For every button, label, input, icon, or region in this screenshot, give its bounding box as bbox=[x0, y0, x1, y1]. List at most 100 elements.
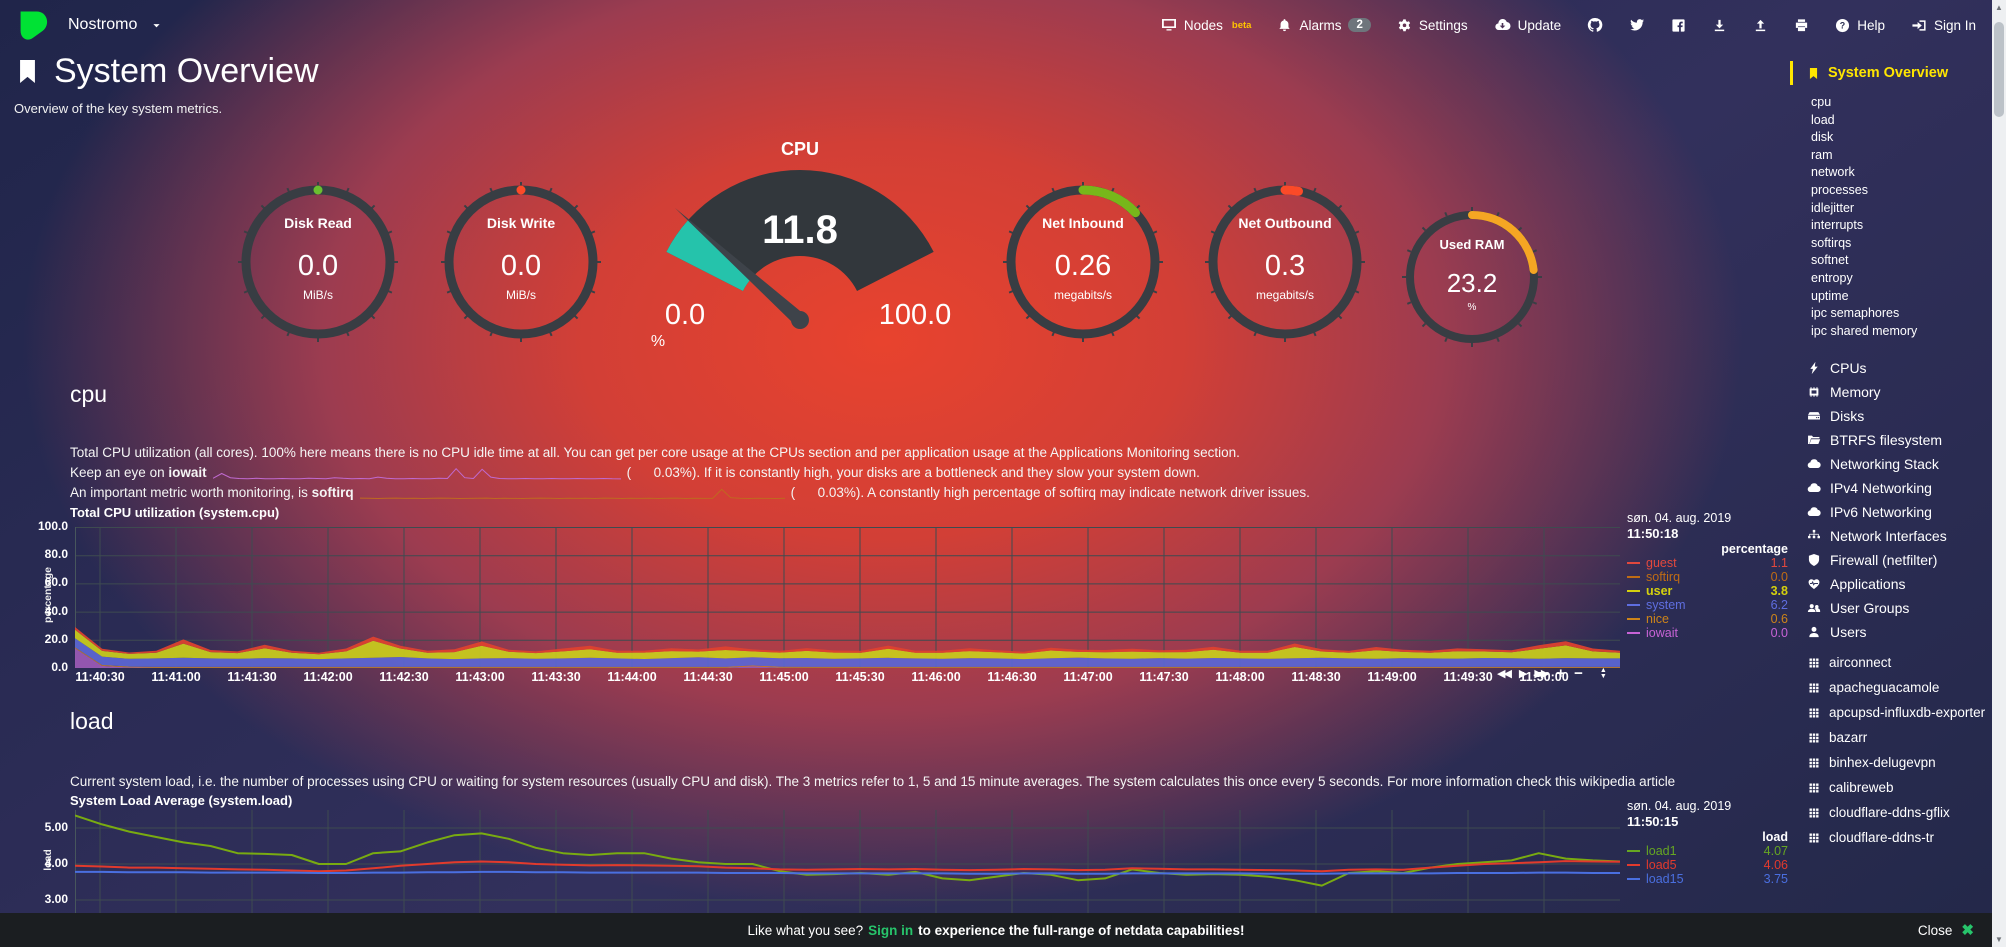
rewind-button[interactable]: ◀◀ bbox=[1497, 668, 1512, 680]
sidebar-item-bazarr[interactable]: bazarr bbox=[1790, 725, 1992, 750]
netdata-logo[interactable] bbox=[16, 7, 54, 43]
sidebar-subitem-softirqs[interactable]: softirqs bbox=[1811, 235, 1852, 250]
sidebar-subitem-entropy[interactable]: entropy bbox=[1811, 270, 1853, 285]
sidebar-item-binhex-delugevpn[interactable]: binhex-delugevpn bbox=[1790, 750, 1992, 775]
sidebar-item-user-groups[interactable]: User Groups bbox=[1790, 596, 1992, 620]
load-section-description[interactable]: Current system load, i.e. the number of … bbox=[70, 774, 1676, 789]
sidebar-item-ipv6-networking[interactable]: IPv6 Networking bbox=[1790, 500, 1992, 524]
nav-settings[interactable]: Settings bbox=[1397, 18, 1468, 33]
x-axis-tick: 11:49:00 bbox=[1367, 670, 1417, 684]
sidebar-subitem-idlejitter[interactable]: idlejitter bbox=[1811, 200, 1855, 215]
banner-signin-link[interactable]: Sign in bbox=[868, 922, 914, 938]
sidebar-item-ipv4-networking[interactable]: IPv4 Networking bbox=[1790, 476, 1992, 500]
export-button[interactable] bbox=[1712, 18, 1727, 33]
grid-icon bbox=[1808, 732, 1820, 744]
gauge-value: 0.26 bbox=[1054, 250, 1112, 282]
sidebar-subitem-processes[interactable]: processes bbox=[1811, 182, 1868, 197]
nav-help[interactable]: Help bbox=[1835, 18, 1885, 33]
gauge-unit: % bbox=[1467, 302, 1477, 313]
legend-item-load15[interactable]: load15 bbox=[1646, 872, 1684, 886]
legend-item-user[interactable]: user bbox=[1646, 584, 1673, 598]
gauge-disk-read[interactable]: Disk Read 0.0 MiB/s bbox=[229, 173, 407, 351]
nav-signin[interactable]: Sign In bbox=[1911, 18, 1976, 33]
sidebar-item-networking-stack[interactable]: Networking Stack bbox=[1790, 452, 1992, 476]
sidebar-subitem-cpu[interactable]: cpu bbox=[1811, 95, 1832, 109]
cpu-plot-area[interactable] bbox=[75, 527, 1620, 668]
close-button[interactable]: Close ✖ bbox=[1917, 922, 1974, 939]
zoomin-button[interactable]: + bbox=[1556, 665, 1566, 682]
import-button[interactable] bbox=[1753, 18, 1768, 33]
sidebar-item-system-overview[interactable]: System Overview bbox=[1790, 61, 1992, 85]
scrollbar-thumb[interactable] bbox=[1994, 22, 2004, 117]
x-axis-tick: 11:44:30 bbox=[683, 670, 733, 684]
sidebar-item-airconnect[interactable]: airconnect bbox=[1790, 650, 1992, 675]
facebook-button[interactable] bbox=[1671, 18, 1686, 33]
sidebar-item-memory[interactable]: Memory bbox=[1790, 380, 1992, 404]
sidebar-item-applications[interactable]: Applications bbox=[1790, 572, 1992, 596]
update-label: Update bbox=[1517, 17, 1562, 33]
sidebar-item-disks[interactable]: Disks bbox=[1790, 404, 1992, 428]
x-axis-tick: 11:41:30 bbox=[227, 670, 277, 684]
legend-item-load5[interactable]: load5 bbox=[1646, 858, 1677, 872]
sidebar-item-apcupsd-influxdb-exporter[interactable]: apcupsd-influxdb-exporter bbox=[1790, 700, 1992, 725]
scroll-down-arrow[interactable]: ▼ bbox=[1995, 935, 2003, 944]
gauge-cpu[interactable]: CPU 11.8 0.0 100.0% bbox=[640, 140, 960, 352]
sidebar-subitem-interrupts[interactable]: interrupts bbox=[1811, 218, 1864, 233]
gauge-used-ram[interactable]: Used RAM 23.2% bbox=[1399, 204, 1545, 350]
sidebar-subitem-ipc-shared-memory[interactable]: ipc shared memory bbox=[1811, 323, 1918, 338]
sidebar-item-cloudflare-ddns-tr[interactable]: cloudflare-ddns-tr bbox=[1790, 825, 1992, 850]
gauge-disk-write[interactable]: Disk Write 0.0 MiB/s bbox=[432, 173, 610, 351]
sidebar-subitem-disk[interactable]: disk bbox=[1811, 130, 1834, 145]
legend-value-guest: 1.1 bbox=[1770, 556, 1788, 570]
sidebar-subitem-ram[interactable]: ram bbox=[1811, 147, 1833, 162]
sidebar-item-network-interfaces[interactable]: Network Interfaces bbox=[1790, 524, 1992, 548]
fastforward-button[interactable]: ▶▶ bbox=[1534, 668, 1549, 680]
legend-item-load1[interactable]: load1 bbox=[1646, 844, 1677, 858]
legend-item-nice[interactable]: nice bbox=[1646, 612, 1669, 626]
cpu-desc-line2: Keep an eye on iowait( 0.03%). If it is … bbox=[70, 465, 1200, 480]
github-button[interactable] bbox=[1587, 17, 1603, 33]
load-plot-area[interactable] bbox=[75, 810, 1620, 913]
sidebar: System Overview cpu load disk ram network proc… bbox=[1790, 55, 1992, 913]
close-icon: ✖ bbox=[1961, 922, 1974, 939]
zoomout-button[interactable]: − bbox=[1574, 665, 1583, 682]
sidebar-item-firewall-netfilter-[interactable]: Firewall (netfilter) bbox=[1790, 548, 1992, 572]
nodes-label: Nodes bbox=[1183, 17, 1223, 33]
question-circle-icon bbox=[1835, 18, 1850, 33]
sidebar-item-calibreweb[interactable]: calibreweb bbox=[1790, 775, 1992, 800]
twitter-button[interactable] bbox=[1629, 17, 1645, 33]
nav-update[interactable]: Update bbox=[1494, 17, 1562, 33]
print-button[interactable] bbox=[1794, 18, 1809, 33]
hostname-dropdown[interactable]: Nostromo bbox=[68, 16, 138, 33]
beta-badge: beta bbox=[1231, 19, 1252, 31]
resize-handle[interactable]: ▲ ▼ bbox=[1599, 666, 1607, 680]
gauge-net-inbound[interactable]: Net Inbound 0.26 megabits/s bbox=[994, 173, 1172, 351]
gauge-unit: megabits/s bbox=[1053, 288, 1113, 302]
nav-alarms[interactable]: Alarms 2 bbox=[1277, 18, 1371, 33]
nav-nodes[interactable]: Nodes beta bbox=[1161, 17, 1252, 33]
sidebar-item-btrfs-filesystem[interactable]: BTRFS filesystem bbox=[1790, 428, 1992, 452]
sidebar-item-cpus[interactable]: CPUs bbox=[1790, 356, 1992, 380]
legend-dash bbox=[1627, 632, 1640, 634]
sidebar-subitem-network[interactable]: network bbox=[1811, 165, 1855, 180]
caret-down-icon[interactable] bbox=[151, 20, 162, 31]
legend-item-iowait[interactable]: iowait bbox=[1646, 626, 1678, 640]
play-button[interactable]: ▶ bbox=[1518, 668, 1528, 680]
legend-item-guest[interactable]: guest bbox=[1646, 556, 1677, 570]
sidebar-subitem-softnet[interactable]: softnet bbox=[1811, 253, 1849, 268]
x-axis-tick: 11:46:00 bbox=[911, 670, 961, 684]
sidebar-item-cloudflare-ddns-gflix[interactable]: cloudflare-ddns-gflix bbox=[1790, 800, 1992, 825]
sidebar-item-apacheguacamole[interactable]: apacheguacamole bbox=[1790, 675, 1992, 700]
legend-item-system[interactable]: system bbox=[1646, 598, 1686, 612]
x-axis-tick: 11:43:30 bbox=[531, 670, 581, 684]
sidebar-subitem-ipc-semaphores[interactable]: ipc semaphores bbox=[1811, 306, 1900, 321]
banner-text: Like what you see? Sign in to experience t… bbox=[747, 922, 1245, 938]
legend-item-softirq[interactable]: softirq bbox=[1646, 570, 1681, 584]
sidebar-item-users[interactable]: Users bbox=[1790, 620, 1992, 644]
sidebar-subitem-uptime[interactable]: uptime bbox=[1811, 288, 1849, 303]
gauge-net-outbound[interactable]: Net Outbound 0.3 megabits/s bbox=[1196, 173, 1374, 351]
scroll-up-arrow[interactable]: ▲ bbox=[1995, 3, 2003, 12]
sidebar-subitem-load[interactable]: load bbox=[1811, 112, 1835, 127]
sidebar-item-label: User Groups bbox=[1830, 600, 1910, 617]
scrollbar[interactable]: ▲ ▼ bbox=[1992, 0, 2006, 947]
